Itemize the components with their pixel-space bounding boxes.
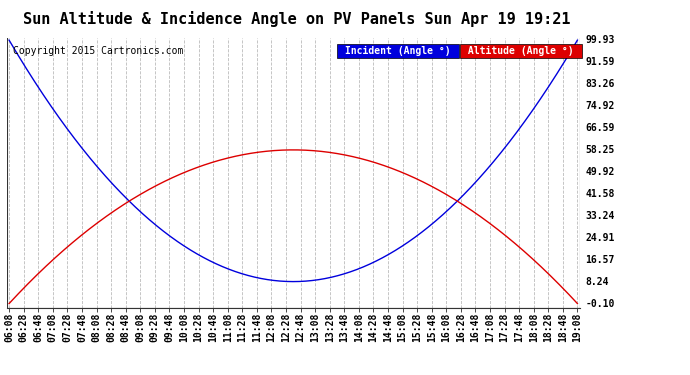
Text: 41.58: 41.58 [585,189,615,199]
Text: 99.93: 99.93 [585,35,615,45]
Text: 91.59: 91.59 [585,57,615,67]
Text: 58.25: 58.25 [585,145,615,155]
Text: 74.92: 74.92 [585,101,615,111]
Text: Sun Altitude & Incidence Angle on PV Panels Sun Apr 19 19:21: Sun Altitude & Incidence Angle on PV Pan… [23,11,571,27]
Text: 83.26: 83.26 [585,79,615,89]
Text: -0.10: -0.10 [585,298,615,309]
Text: Copyright 2015 Cartronics.com: Copyright 2015 Cartronics.com [12,46,183,56]
Text: Incident (Angle °): Incident (Angle °) [339,46,457,56]
Text: Altitude (Angle °): Altitude (Angle °) [462,46,580,56]
Text: 66.59: 66.59 [585,123,615,133]
Text: 24.91: 24.91 [585,233,615,243]
Text: 33.24: 33.24 [585,211,615,221]
Text: 49.92: 49.92 [585,167,615,177]
Text: 8.24: 8.24 [585,277,609,286]
Text: 16.57: 16.57 [585,255,615,265]
